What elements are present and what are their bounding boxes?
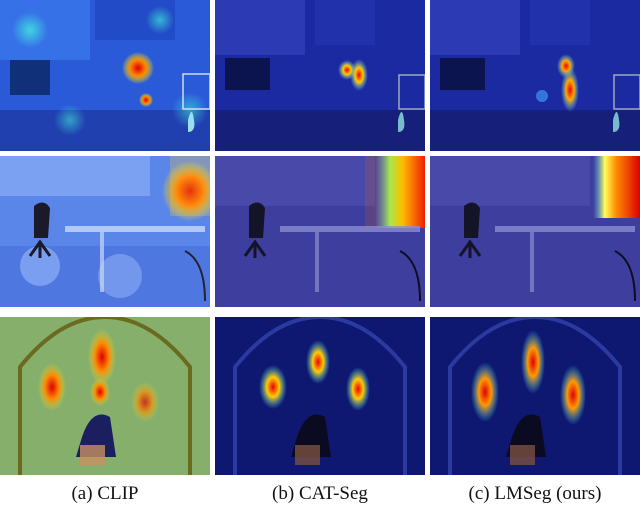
heatmap-catseg-living-room (215, 0, 425, 151)
heatmap-catseg-church (215, 317, 425, 475)
heatmap-clip-office (0, 156, 210, 307)
caption-clip: (a) CLIP (71, 483, 139, 504)
heatmap-figure-grid (0, 0, 640, 475)
heatmap-catseg-office (215, 156, 425, 307)
heatmap-lmseg-living-room (430, 0, 640, 151)
heatmap-clip-church (0, 317, 210, 475)
heatmap-clip-living-room (0, 0, 210, 151)
heatmap-lmseg-church (430, 317, 640, 475)
caption-lmseg: (c) LMSeg (ours) (468, 483, 602, 504)
heatmap-lmseg-office (430, 156, 640, 307)
caption-catseg: (b) CAT-Seg (272, 483, 368, 504)
